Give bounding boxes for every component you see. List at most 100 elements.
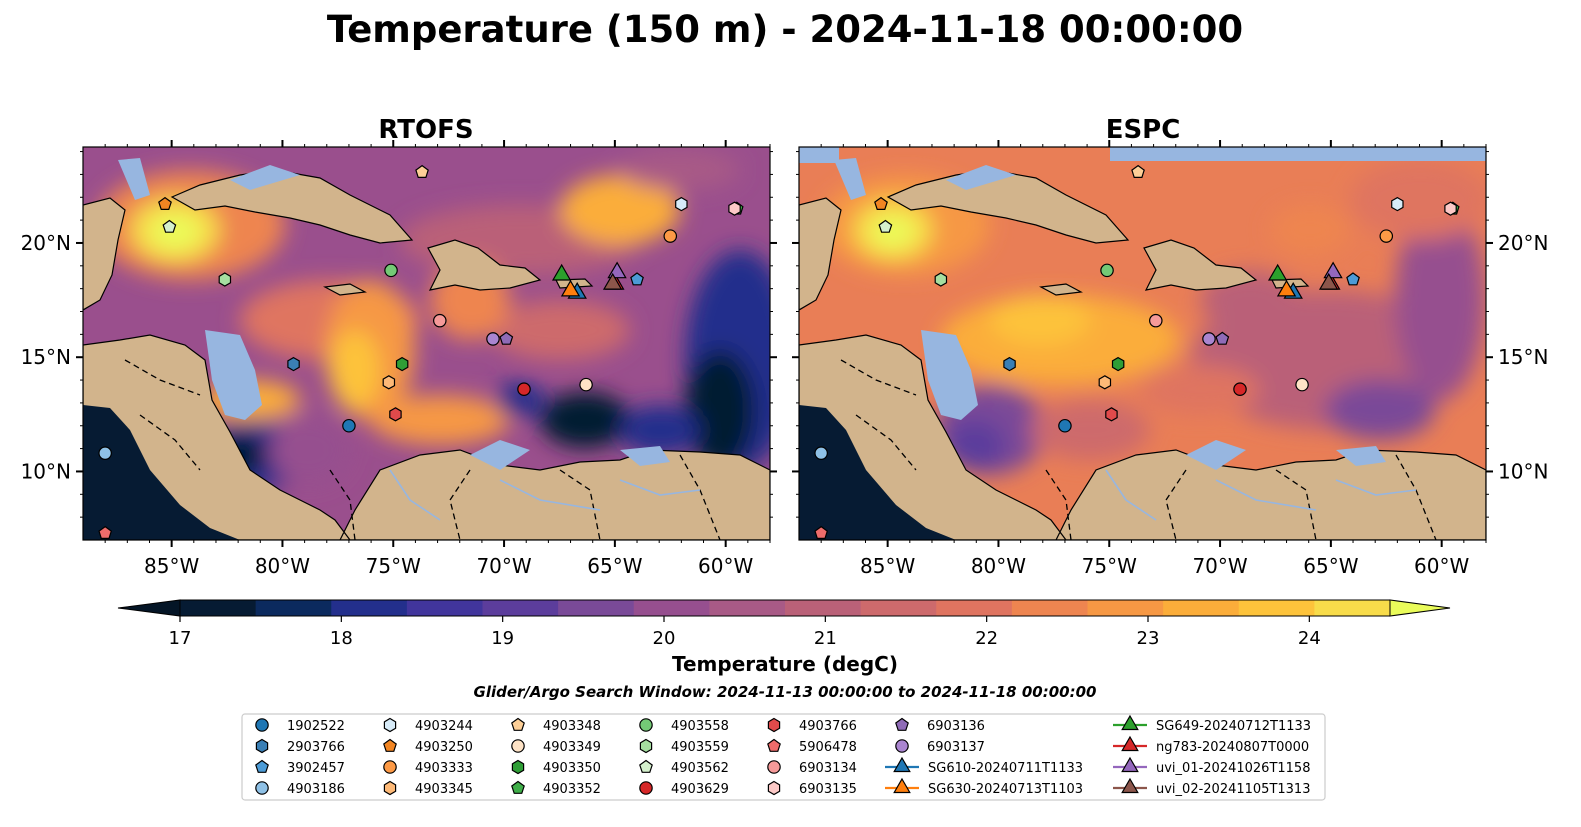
legend-item: 4903562 — [639, 759, 729, 776]
panel-title-espc: ESPC — [1106, 115, 1181, 145]
colorbar-tick-label: 17 — [169, 628, 192, 649]
legend-item: SG610-20240711T1133 — [885, 756, 1083, 776]
legend-marker — [511, 780, 525, 794]
legend-item: 4903250 — [383, 738, 473, 755]
legend-label: 2903766 — [287, 740, 345, 755]
station-marker-4903558 — [1100, 263, 1114, 278]
colorbar-swatches — [117, 599, 1451, 617]
colorbar-swatch — [1238, 600, 1315, 616]
lat-tick-label: 15°N — [21, 345, 71, 369]
station-marker-4903244 — [675, 196, 688, 212]
station-marker-4903559 — [218, 272, 232, 287]
legend-label: 4903766 — [799, 719, 857, 734]
legend-item: SG630-20240713T1103 — [885, 777, 1083, 797]
legend-marker — [1121, 735, 1139, 752]
legend-item: 4903766 — [767, 717, 857, 734]
station-marker-1902522 — [1058, 418, 1072, 433]
station-marker-6903137 — [486, 332, 500, 346]
land-espc — [799, 158, 1486, 540]
station-marker-4903350 — [395, 356, 409, 372]
legend-label: 4903629 — [671, 782, 729, 797]
legend-label: 4903349 — [543, 740, 601, 755]
lat-tick-label: 15°N — [1498, 345, 1548, 369]
legend-marker — [1121, 714, 1139, 731]
axis-espc: 85°W 80°W 75°W 70°W 65°W 60°W 10°N 15°N 20°N — [792, 140, 1548, 578]
legend: 1902522 2903766 3902457 4903186 4903244 49032… — [241, 713, 1326, 801]
legend-marker — [383, 738, 397, 752]
station-marker-1902522 — [342, 418, 356, 433]
legend-label: 4903352 — [543, 782, 601, 797]
legend-label: 1902522 — [287, 719, 345, 734]
legend-marker — [511, 739, 525, 753]
station-marker-4903250 — [874, 196, 888, 210]
colorbar-tick-label: 23 — [1137, 628, 1160, 649]
legend-item: 4903559 — [639, 738, 729, 755]
temperature-contours-espc — [820, 160, 1486, 475]
legend-marker — [255, 718, 269, 732]
lat-tick-label: 10°N — [21, 459, 71, 483]
legend-item: 1902522 — [255, 718, 345, 734]
colorbar-swatch — [255, 600, 332, 616]
legend-item: 3902457 — [255, 759, 345, 776]
legend-marker — [767, 780, 781, 796]
station-marker-4903629 — [517, 382, 531, 396]
country-borders — [124, 359, 721, 540]
legend-item: 6903134 — [767, 760, 857, 776]
station-marker-4903244 — [1391, 196, 1404, 212]
station-marker-6903134 — [433, 313, 447, 328]
colorbar-swatch — [1314, 600, 1391, 616]
station-marker-3902457 — [1346, 272, 1360, 286]
colorbar-tick-label: 21 — [814, 628, 837, 649]
station-marker-4903349 — [579, 377, 593, 392]
colorbar-ticks: 17 18 19 20 21 22 23 24 — [169, 616, 1321, 649]
legend-item: uvi_02-20241105T1313 — [1113, 777, 1310, 797]
colorbar: 17 18 19 20 21 22 23 24 Temperature (degC) — [117, 599, 1451, 676]
colorbar-swatch — [482, 600, 559, 616]
legend-label: 6903136 — [927, 719, 985, 734]
temperature-contours-rtofs — [95, 150, 770, 490]
legend-label: ng783-20240807T0000 — [1156, 740, 1309, 755]
legend-marker — [767, 738, 781, 752]
colorbar-tick-label: 19 — [491, 628, 514, 649]
colorbar-swatch — [1087, 600, 1164, 616]
legend-item: uvi_01-20241026T1158 — [1113, 756, 1310, 776]
lon-tick-label: 60°W — [698, 554, 753, 578]
legend-marker — [383, 760, 397, 774]
map-frame-rtofs — [82, 146, 771, 541]
legend-label: 6903137 — [927, 740, 985, 755]
legend-label: SG649-20240712T1133 — [1156, 719, 1311, 734]
legend-marker — [893, 777, 911, 794]
legend-label: uvi_02-20241105T1313 — [1156, 782, 1310, 797]
colorbar-swatch — [180, 600, 257, 616]
station-marker-6903136 — [1215, 331, 1230, 345]
legend-label: 4903244 — [415, 719, 473, 734]
station-marker-SG649-20240712T1133 — [1267, 263, 1288, 281]
axis-rtofs: 85°W 80°W 75°W 70°W 65°W 60°W 10°N 15°N 20°N — [21, 140, 777, 578]
lon-tick-label: 70°W — [476, 554, 531, 578]
legend-item: 4903186 — [255, 781, 345, 797]
panel-title-rtofs: RTOFS — [378, 115, 473, 145]
station-marker-4903186 — [98, 446, 112, 460]
legend-item: 4903558 — [639, 718, 729, 734]
legend-item: 6903135 — [767, 780, 857, 797]
colorbar-over-arrow — [1389, 599, 1451, 617]
legend-label: 4903186 — [287, 782, 345, 797]
lon-tick-label: 65°W — [1303, 554, 1358, 578]
markers-espc — [814, 164, 1460, 540]
station-marker-6903134 — [1149, 313, 1163, 328]
station-marker-SG630-20240713T1103 — [1276, 279, 1297, 297]
lon-tick-label: 80°W — [971, 554, 1026, 578]
legend-marker — [767, 760, 781, 774]
legend-marker — [511, 717, 525, 731]
legend-frame — [241, 713, 1326, 801]
lon-tick-label: 85°W — [860, 554, 915, 578]
colorbar-swatch — [331, 600, 408, 616]
legend-label: 4903250 — [415, 740, 473, 755]
legend-item: 2903766 — [255, 738, 345, 755]
legend-marker — [639, 718, 653, 732]
legend-marker — [895, 717, 909, 731]
legend-marker — [639, 738, 653, 754]
colorbar-tick-label: 18 — [330, 628, 353, 649]
panel-espc: ESPC — [792, 115, 1548, 578]
